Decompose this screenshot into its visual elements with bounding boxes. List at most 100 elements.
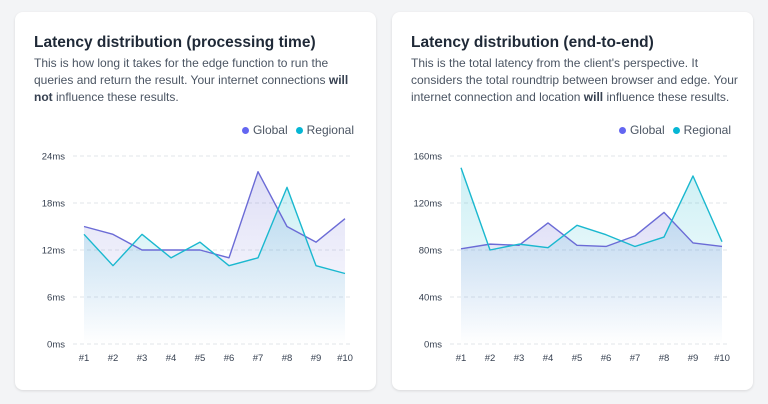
data-point-regional[interactable] <box>458 165 464 171</box>
data-point-regional[interactable] <box>574 222 580 228</box>
data-point-global[interactable] <box>342 216 348 222</box>
x-tick-label: #2 <box>108 353 119 364</box>
y-tick-label: 18ms <box>42 199 65 210</box>
data-point-global[interactable] <box>139 247 145 253</box>
data-point-global[interactable] <box>574 242 580 248</box>
description-text: influence these results. <box>603 90 730 104</box>
y-tick-label: 40ms <box>419 293 442 304</box>
series-line-regional <box>83 186 346 275</box>
data-point-global[interactable] <box>313 239 319 245</box>
x-tick-label: #1 <box>456 353 467 364</box>
data-point-regional[interactable] <box>545 245 551 251</box>
legend-item-regional[interactable]: Regional <box>672 123 731 137</box>
legend-label: Global <box>629 123 665 137</box>
data-point-global[interactable] <box>81 224 87 230</box>
chart-legend: Global Regional <box>241 123 354 137</box>
data-point-regional[interactable] <box>603 232 609 238</box>
end-to-end-card: Latency distribution (end-to-end) This i… <box>392 12 753 390</box>
x-tick-label: #9 <box>311 353 322 364</box>
data-point-regional[interactable] <box>632 243 638 249</box>
data-point-global[interactable] <box>226 255 232 261</box>
data-point-regional[interactable] <box>81 231 87 237</box>
y-tick-label: 160ms <box>413 152 442 163</box>
card-description: This is how long it takes for the edge f… <box>34 55 364 106</box>
x-tick-label: #8 <box>282 353 293 364</box>
y-tick-label: 24ms <box>42 152 65 163</box>
x-tick-label: #7 <box>253 353 264 364</box>
data-point-global[interactable] <box>690 240 696 246</box>
data-point-global[interactable] <box>197 247 203 253</box>
data-point-regional[interactable] <box>719 239 725 245</box>
data-point-regional[interactable] <box>226 263 232 269</box>
series-line-regional <box>460 167 723 251</box>
x-tick-label: #3 <box>514 353 525 364</box>
description-text: influence these results. <box>52 90 179 104</box>
data-point-regional[interactable] <box>690 173 696 179</box>
data-point-global[interactable] <box>284 224 290 230</box>
data-point-regional[interactable] <box>342 271 348 277</box>
card-description: This is the total latency from the clien… <box>411 55 741 106</box>
data-point-global[interactable] <box>545 220 551 226</box>
data-point-regional[interactable] <box>139 231 145 237</box>
series-area-regional <box>461 167 722 344</box>
chart-legend: Global Regional <box>618 123 731 137</box>
x-tick-label: #9 <box>688 353 699 364</box>
data-point-global[interactable] <box>603 243 609 249</box>
x-tick-label: #2 <box>485 353 496 364</box>
x-tick-label: #3 <box>137 353 148 364</box>
y-tick-label: 6ms <box>47 293 65 304</box>
y-tick-label: 120ms <box>413 199 442 210</box>
data-point-global[interactable] <box>110 231 116 237</box>
x-tick-label: #6 <box>224 353 235 364</box>
data-point-global[interactable] <box>168 247 174 253</box>
description-text: This is the total latency from the clien… <box>411 56 738 104</box>
legend-label: Global <box>252 123 288 137</box>
data-point-regional[interactable] <box>487 247 493 253</box>
latency-chart-processing: 0ms 6ms 12ms 18ms 24ms #1 #2 #3 #4 #5 #6 #7 #8 #9 #10 <box>42 152 353 364</box>
data-point-regional[interactable] <box>313 263 319 269</box>
description-emphasis: will not <box>34 73 349 104</box>
legend-dot-icon <box>241 126 249 134</box>
x-tick-label: #6 <box>601 353 612 364</box>
data-point-global[interactable] <box>632 233 638 239</box>
series-area-regional <box>84 187 345 344</box>
x-tick-label: #5 <box>572 353 583 364</box>
x-tick-label: #10 <box>714 353 730 364</box>
y-tick-label: 12ms <box>42 246 65 257</box>
x-tick-label: #8 <box>659 353 670 364</box>
y-tick-label: 0ms <box>424 340 442 351</box>
x-tick-label: #1 <box>79 353 90 364</box>
legend-item-global[interactable]: Global <box>241 123 288 137</box>
data-point-regional[interactable] <box>516 241 522 247</box>
legend-dot-icon <box>618 126 626 134</box>
data-point-regional[interactable] <box>284 184 290 190</box>
latency-chart-end-to-end: 0ms 40ms 80ms 120ms 160ms #1 #2 #3 #4 #5 #6 #7 #8 #9 #… <box>413 152 730 364</box>
data-point-global[interactable] <box>661 209 667 215</box>
data-point-regional[interactable] <box>661 234 667 240</box>
y-tick-label: 0ms <box>47 340 65 351</box>
data-point-regional[interactable] <box>110 263 116 269</box>
legend-dot-icon <box>295 126 303 134</box>
description-text: This is how long it takes for the edge f… <box>34 56 329 87</box>
legend-item-global[interactable]: Global <box>618 123 665 137</box>
x-tick-label: #4 <box>543 353 554 364</box>
card-title: Latency distribution (end-to-end) <box>411 34 654 51</box>
data-point-regional[interactable] <box>255 255 261 261</box>
data-point-regional[interactable] <box>168 255 174 261</box>
description-emphasis: will <box>583 90 604 104</box>
legend-label: Regional <box>306 123 354 137</box>
series-line-global <box>460 211 723 250</box>
x-tick-label: #7 <box>630 353 641 364</box>
legend-dot-icon <box>672 126 680 134</box>
legend-item-regional[interactable]: Regional <box>295 123 354 137</box>
x-tick-label: #5 <box>195 353 206 364</box>
data-point-global[interactable] <box>255 169 261 175</box>
data-point-global[interactable] <box>458 246 464 252</box>
x-tick-label: #10 <box>337 353 353 364</box>
y-tick-label: 80ms <box>419 246 442 257</box>
data-point-regional[interactable] <box>197 239 203 245</box>
processing-time-card: Latency distribution (processing time) T… <box>15 12 376 390</box>
legend-label: Regional <box>683 123 731 137</box>
card-title: Latency distribution (processing time) <box>34 34 316 51</box>
x-tick-label: #4 <box>166 353 177 364</box>
